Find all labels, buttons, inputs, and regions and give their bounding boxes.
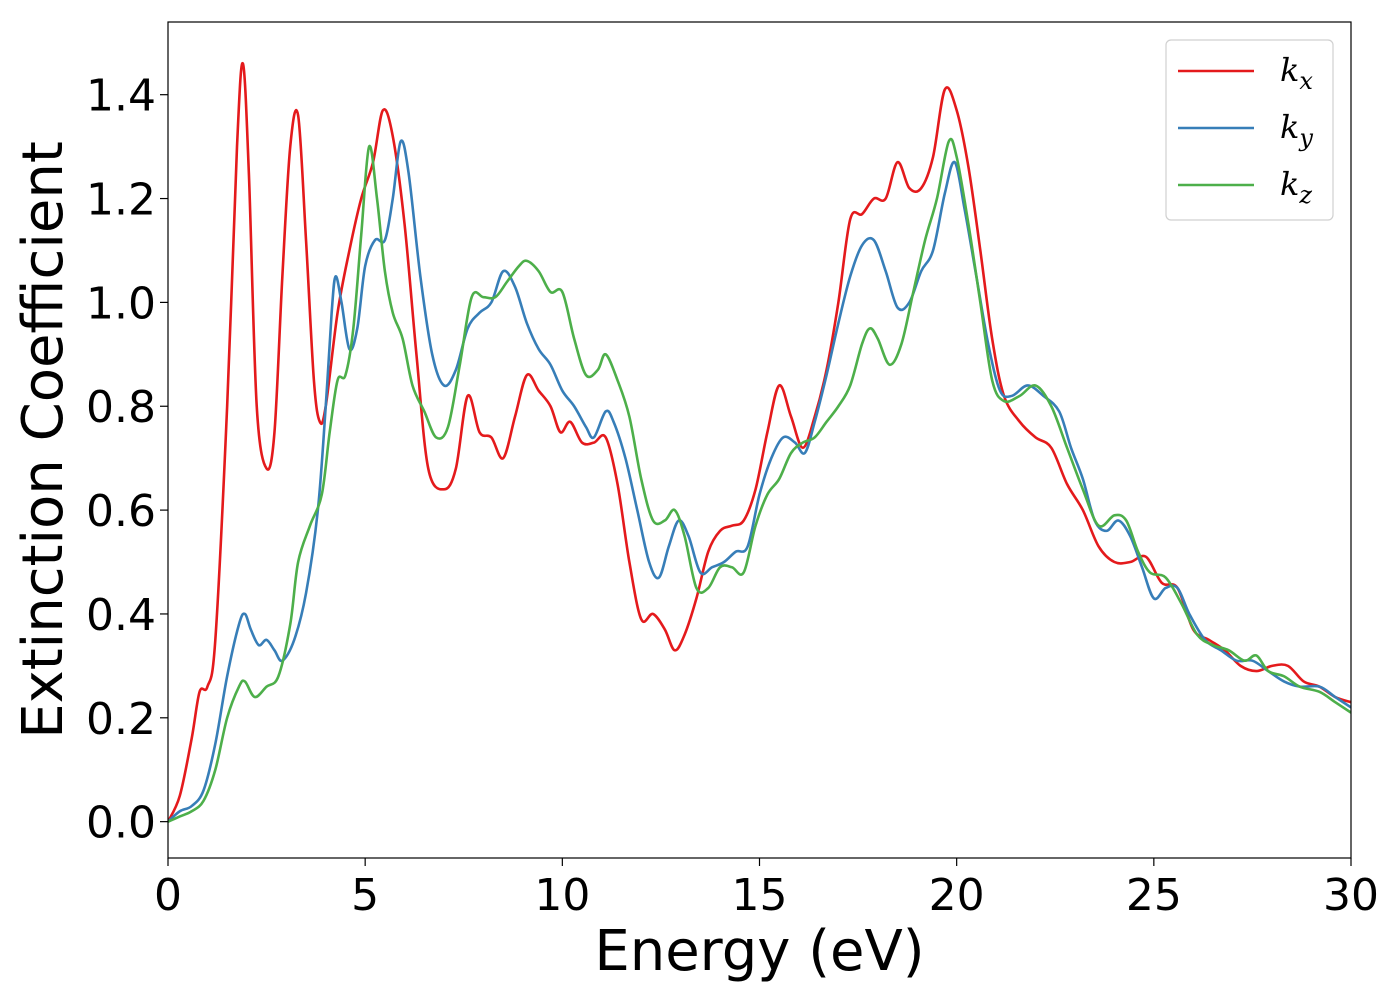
series-line-kz — [168, 137, 1351, 823]
y-axis-title: Extinction Coefficient — [11, 141, 76, 739]
x-tick-label: 0 — [154, 870, 182, 921]
y-tick-label: 1.4 — [86, 71, 156, 122]
y-tick-label: 0.2 — [86, 694, 156, 745]
legend-label-base: k — [1280, 51, 1299, 89]
y-tick-label: 1.2 — [86, 175, 156, 226]
y-tick-label: 0.0 — [86, 798, 156, 849]
series-layer — [168, 61, 1351, 823]
legend-box — [1165, 39, 1334, 221]
legend-label-subscript: z — [1298, 181, 1312, 209]
x-tick-label: 5 — [351, 870, 379, 921]
legend-label-subscript: y — [1298, 124, 1313, 152]
x-tick-label: 15 — [732, 870, 788, 921]
x-tick-label: 25 — [1126, 870, 1182, 921]
x-tick-label: 30 — [1323, 870, 1379, 921]
series-line-kx — [168, 61, 1351, 823]
x-axis-ticks: 0 5 10 15 20 25 30 — [154, 858, 1379, 921]
x-axis-title: Energy (eV) — [594, 919, 924, 984]
x-tick-label: 20 — [929, 870, 985, 921]
y-tick-label: 1.0 — [86, 278, 156, 329]
series-line-ky — [168, 139, 1351, 823]
legend-label-kz: kz — [1280, 165, 1312, 209]
y-tick-label: 0.4 — [86, 590, 156, 641]
legend-label-base: k — [1280, 165, 1299, 203]
legend-label-subscript: x — [1299, 67, 1313, 95]
legend-label-kx: kx — [1280, 51, 1313, 95]
y-tick-label: 0.6 — [86, 486, 156, 537]
y-axis-ticks: 0.0 0.2 0.4 0.6 0.8 1.0 1.2 1.4 — [86, 71, 168, 849]
legend-label-ky: ky — [1280, 108, 1313, 152]
x-tick-label: 10 — [534, 870, 590, 921]
legend-label-base: k — [1280, 108, 1299, 146]
y-tick-label: 0.8 — [86, 382, 156, 433]
